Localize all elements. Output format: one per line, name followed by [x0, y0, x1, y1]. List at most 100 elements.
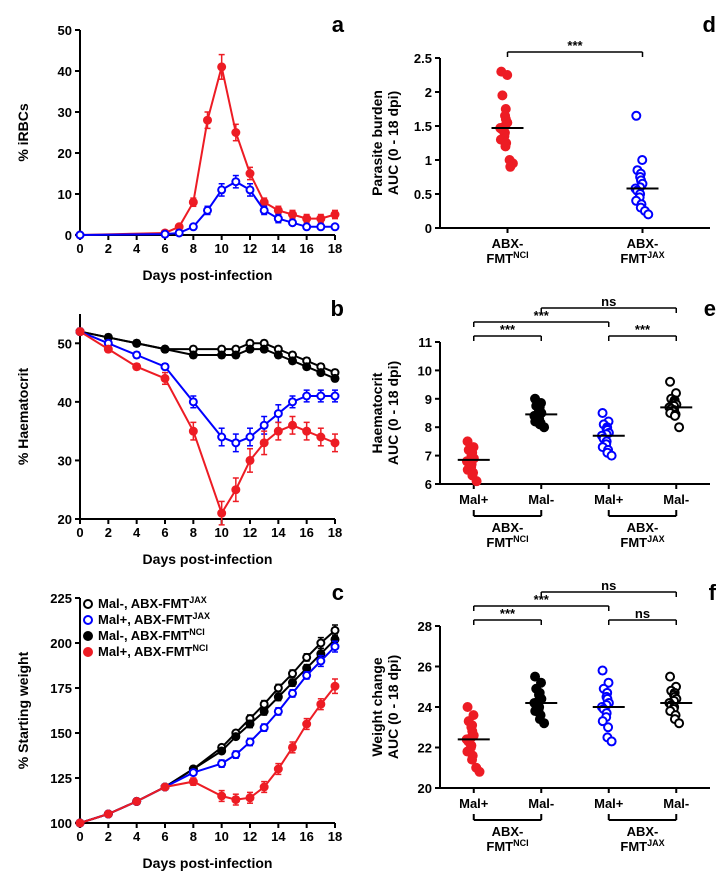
- svg-text:ABX-: ABX-: [627, 520, 659, 535]
- svg-text:AUC (0 - 18 dpi): AUC (0 - 18 dpi): [385, 361, 401, 465]
- svg-text:7: 7: [425, 449, 432, 464]
- svg-text:9: 9: [425, 392, 432, 407]
- svg-text:ABX-: ABX-: [492, 236, 524, 251]
- svg-text:ns: ns: [601, 294, 616, 309]
- svg-text:0: 0: [76, 525, 83, 540]
- svg-text:14: 14: [271, 829, 286, 844]
- svg-text:18: 18: [328, 241, 342, 256]
- panel-c: 024681012141618100125150175200225Days po…: [10, 578, 350, 878]
- svg-text:Mal+: Mal+: [459, 492, 489, 507]
- svg-text:0: 0: [65, 228, 72, 243]
- svg-text:20: 20: [418, 781, 432, 796]
- svg-text:% Starting weight: % Starting weight: [15, 651, 31, 769]
- svg-text:0: 0: [76, 829, 83, 844]
- svg-text:2: 2: [105, 525, 112, 540]
- svg-text:11: 11: [418, 335, 432, 350]
- svg-text:125: 125: [50, 771, 72, 786]
- svg-text:18: 18: [328, 525, 342, 540]
- panel-e: 67891011HaematocritAUC (0 - 18 dpi)Mal+M…: [362, 294, 722, 574]
- panel-a: 02468101214161801020304050Days post-infe…: [10, 10, 350, 290]
- svg-text:8: 8: [190, 829, 197, 844]
- svg-text:1.5: 1.5: [414, 119, 432, 134]
- panel-b: 02468101214161820304050Days post-infecti…: [10, 294, 350, 574]
- svg-text:10: 10: [418, 363, 432, 378]
- svg-text:20: 20: [58, 512, 72, 527]
- svg-text:12: 12: [243, 525, 257, 540]
- svg-text:8: 8: [190, 241, 197, 256]
- svg-text:ns: ns: [601, 578, 616, 593]
- svg-text:16: 16: [299, 829, 313, 844]
- svg-text:AUC (0 - 18 dpi): AUC (0 - 18 dpi): [385, 91, 401, 195]
- svg-text:***: ***: [500, 322, 516, 337]
- svg-text:Mal+: Mal+: [594, 796, 624, 811]
- svg-text:***: ***: [635, 322, 651, 337]
- svg-text:% Haematocrit: % Haematocrit: [15, 368, 31, 466]
- svg-text:2: 2: [105, 241, 112, 256]
- svg-text:Mal-: Mal-: [528, 796, 554, 811]
- panel-f: 2022242628Weight changeAUC (0 - 18 dpi)M…: [362, 578, 722, 878]
- svg-text:FMTNCI: FMTNCI: [486, 534, 528, 550]
- svg-text:10: 10: [214, 241, 228, 256]
- svg-text:FMTJAX: FMTJAX: [620, 534, 664, 550]
- svg-text:18: 18: [328, 829, 342, 844]
- svg-text:8: 8: [190, 525, 197, 540]
- svg-text:4: 4: [133, 241, 141, 256]
- svg-text:Mal-, ABX-FMTJAX: Mal-, ABX-FMTJAX: [98, 595, 207, 611]
- svg-text:6: 6: [161, 241, 168, 256]
- svg-text:40: 40: [58, 64, 72, 79]
- svg-text:200: 200: [50, 636, 72, 651]
- svg-text:175: 175: [50, 681, 72, 696]
- svg-text:16: 16: [299, 525, 313, 540]
- svg-text:Mal+, ABX-FMTNCI: Mal+, ABX-FMTNCI: [98, 643, 208, 659]
- svg-text:12: 12: [243, 829, 257, 844]
- svg-text:Haematocrit: Haematocrit: [369, 372, 385, 453]
- svg-text:Parasite burden: Parasite burden: [369, 90, 385, 196]
- svg-text:50: 50: [58, 23, 72, 38]
- svg-text:FMTNCI: FMTNCI: [486, 838, 528, 854]
- svg-text:30: 30: [58, 105, 72, 120]
- svg-text:14: 14: [271, 525, 286, 540]
- svg-text:20: 20: [58, 146, 72, 161]
- svg-text:50: 50: [58, 336, 72, 351]
- svg-text:ABX-: ABX-: [627, 236, 659, 251]
- svg-text:% iRBCs: % iRBCs: [15, 103, 31, 162]
- svg-text:Mal+: Mal+: [459, 796, 489, 811]
- svg-text:40: 40: [58, 395, 72, 410]
- svg-text:4: 4: [133, 525, 141, 540]
- svg-text:ABX-: ABX-: [492, 520, 524, 535]
- svg-text:14: 14: [271, 241, 286, 256]
- svg-text:Mal+: Mal+: [594, 492, 624, 507]
- svg-text:FMTJAX: FMTJAX: [620, 838, 664, 854]
- svg-text:0.5: 0.5: [414, 187, 432, 202]
- svg-text:***: ***: [500, 606, 516, 621]
- svg-text:2: 2: [105, 829, 112, 844]
- svg-text:12: 12: [243, 241, 257, 256]
- svg-text:10: 10: [214, 525, 228, 540]
- svg-text:10: 10: [214, 829, 228, 844]
- panel-label-a: a: [332, 12, 344, 38]
- svg-text:22: 22: [418, 741, 432, 756]
- svg-text:100: 100: [50, 816, 72, 831]
- svg-text:ABX-: ABX-: [627, 824, 659, 839]
- svg-text:24: 24: [418, 700, 433, 715]
- svg-text:Mal-, ABX-FMTNCI: Mal-, ABX-FMTNCI: [98, 627, 205, 643]
- panel-label-f: f: [709, 580, 716, 606]
- svg-text:10: 10: [58, 187, 72, 202]
- svg-text:Mal+, ABX-FMTJAX: Mal+, ABX-FMTJAX: [98, 611, 210, 627]
- svg-text:2.5: 2.5: [414, 51, 432, 66]
- svg-text:Mal-: Mal-: [528, 492, 554, 507]
- svg-text:FMTNCI: FMTNCI: [486, 250, 528, 266]
- svg-text:6: 6: [161, 829, 168, 844]
- svg-text:ns: ns: [635, 606, 650, 621]
- svg-text:Mal-: Mal-: [663, 492, 689, 507]
- svg-text:26: 26: [418, 660, 432, 675]
- svg-text:1: 1: [425, 153, 432, 168]
- svg-text:8: 8: [425, 420, 432, 435]
- svg-text:AUC (0 - 18 dpi): AUC (0 - 18 dpi): [385, 655, 401, 759]
- svg-text:4: 4: [133, 829, 141, 844]
- panel-label-b: b: [331, 296, 344, 322]
- svg-text:0: 0: [425, 221, 432, 236]
- svg-text:225: 225: [50, 591, 72, 606]
- svg-text:ABX-: ABX-: [492, 824, 524, 839]
- panel-label-c: c: [332, 580, 344, 606]
